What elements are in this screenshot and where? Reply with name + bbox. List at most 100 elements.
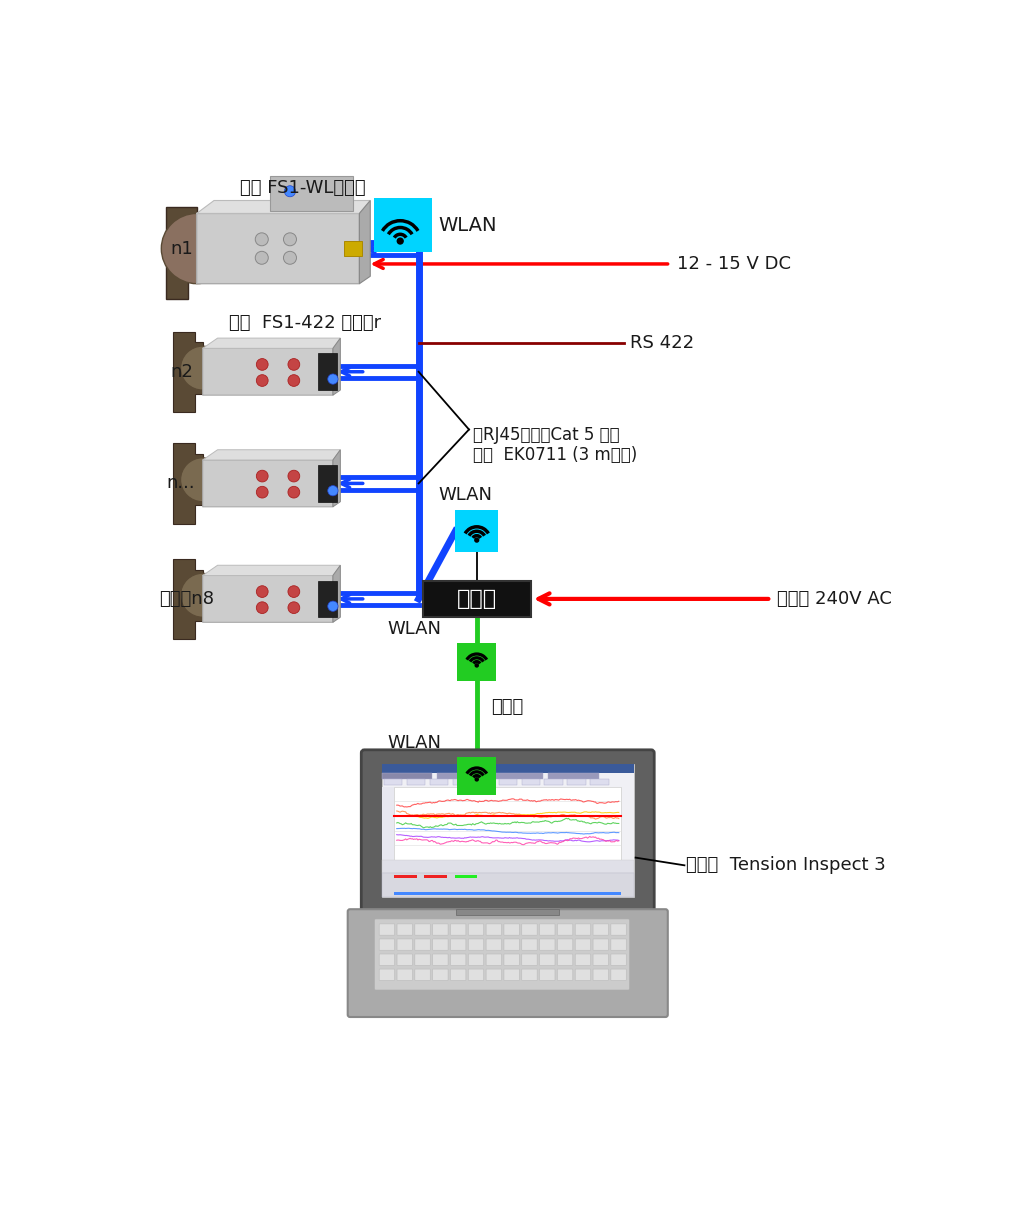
Text: WLAN: WLAN xyxy=(438,486,492,504)
Circle shape xyxy=(255,233,268,246)
Circle shape xyxy=(256,487,268,498)
Text: 最多：n8: 最多：n8 xyxy=(159,590,214,607)
FancyBboxPatch shape xyxy=(430,780,449,784)
FancyBboxPatch shape xyxy=(361,750,654,913)
Polygon shape xyxy=(173,559,203,639)
FancyBboxPatch shape xyxy=(540,939,555,951)
FancyBboxPatch shape xyxy=(394,787,622,860)
FancyBboxPatch shape xyxy=(451,924,466,935)
Circle shape xyxy=(180,458,225,501)
Polygon shape xyxy=(333,449,340,507)
FancyBboxPatch shape xyxy=(270,176,353,211)
FancyBboxPatch shape xyxy=(540,924,555,935)
FancyBboxPatch shape xyxy=(468,954,483,965)
FancyBboxPatch shape xyxy=(397,939,413,951)
FancyBboxPatch shape xyxy=(590,780,608,784)
Text: RS 422: RS 422 xyxy=(630,334,694,352)
Circle shape xyxy=(288,487,300,498)
FancyBboxPatch shape xyxy=(407,780,425,784)
FancyBboxPatch shape xyxy=(458,642,496,681)
FancyBboxPatch shape xyxy=(425,875,447,878)
Circle shape xyxy=(162,213,232,283)
FancyBboxPatch shape xyxy=(468,924,483,935)
Circle shape xyxy=(288,601,300,613)
FancyBboxPatch shape xyxy=(545,780,563,784)
FancyBboxPatch shape xyxy=(540,954,555,965)
Polygon shape xyxy=(203,339,340,348)
Circle shape xyxy=(475,664,478,666)
FancyBboxPatch shape xyxy=(433,954,449,965)
Circle shape xyxy=(256,586,268,598)
FancyBboxPatch shape xyxy=(382,772,432,778)
FancyBboxPatch shape xyxy=(611,924,627,935)
Text: 12 - 15 V DC: 12 - 15 V DC xyxy=(677,255,791,274)
FancyBboxPatch shape xyxy=(611,939,627,951)
Polygon shape xyxy=(173,443,203,524)
FancyBboxPatch shape xyxy=(203,576,333,622)
FancyBboxPatch shape xyxy=(475,780,494,784)
Circle shape xyxy=(288,586,300,598)
FancyBboxPatch shape xyxy=(575,969,591,981)
Polygon shape xyxy=(203,565,340,576)
Circle shape xyxy=(328,601,338,611)
Text: 带RJ45接头的Cat 5 电缆: 带RJ45接头的Cat 5 电缆 xyxy=(473,425,620,443)
FancyBboxPatch shape xyxy=(394,892,622,895)
FancyBboxPatch shape xyxy=(382,787,394,860)
FancyBboxPatch shape xyxy=(486,924,502,935)
FancyBboxPatch shape xyxy=(593,939,608,951)
Text: 或网线: 或网线 xyxy=(490,698,523,716)
FancyBboxPatch shape xyxy=(433,939,449,951)
Circle shape xyxy=(285,186,296,196)
FancyBboxPatch shape xyxy=(540,969,555,981)
FancyBboxPatch shape xyxy=(548,772,599,778)
FancyBboxPatch shape xyxy=(379,939,394,951)
FancyBboxPatch shape xyxy=(522,939,538,951)
FancyBboxPatch shape xyxy=(504,969,519,981)
FancyBboxPatch shape xyxy=(453,780,471,784)
FancyBboxPatch shape xyxy=(521,780,540,784)
FancyBboxPatch shape xyxy=(575,954,591,965)
FancyBboxPatch shape xyxy=(611,954,627,965)
FancyBboxPatch shape xyxy=(397,969,413,981)
Text: 如：  EK0711 (3 m电缆): 如： EK0711 (3 m电缆) xyxy=(473,446,637,464)
FancyBboxPatch shape xyxy=(499,780,517,784)
Text: 电源： 240V AC: 电源： 240V AC xyxy=(777,590,892,607)
FancyBboxPatch shape xyxy=(456,910,559,916)
FancyBboxPatch shape xyxy=(344,241,361,255)
Text: 如：  FS1-422 传感器r: 如： FS1-422 传感器r xyxy=(228,315,381,333)
FancyBboxPatch shape xyxy=(318,465,337,501)
FancyBboxPatch shape xyxy=(504,939,519,951)
FancyBboxPatch shape xyxy=(433,924,449,935)
Circle shape xyxy=(256,375,268,387)
FancyBboxPatch shape xyxy=(557,924,572,935)
FancyBboxPatch shape xyxy=(203,348,333,395)
FancyBboxPatch shape xyxy=(567,780,586,784)
Text: WLAN: WLAN xyxy=(438,216,497,235)
Polygon shape xyxy=(333,565,340,622)
Text: n2: n2 xyxy=(171,363,194,381)
FancyBboxPatch shape xyxy=(493,772,543,778)
FancyBboxPatch shape xyxy=(318,581,337,617)
Text: 如： FS1-WL传感器: 如： FS1-WL传感器 xyxy=(241,180,366,198)
FancyBboxPatch shape xyxy=(415,954,430,965)
FancyBboxPatch shape xyxy=(197,213,359,283)
FancyBboxPatch shape xyxy=(415,969,430,981)
FancyBboxPatch shape xyxy=(397,924,413,935)
Polygon shape xyxy=(197,200,371,213)
Polygon shape xyxy=(333,339,340,395)
FancyBboxPatch shape xyxy=(486,939,502,951)
FancyBboxPatch shape xyxy=(611,969,627,981)
FancyBboxPatch shape xyxy=(575,939,591,951)
Circle shape xyxy=(284,233,297,246)
FancyBboxPatch shape xyxy=(451,939,466,951)
FancyBboxPatch shape xyxy=(379,969,394,981)
FancyBboxPatch shape xyxy=(382,860,634,874)
FancyBboxPatch shape xyxy=(379,924,394,935)
FancyBboxPatch shape xyxy=(593,954,608,965)
Circle shape xyxy=(328,374,338,384)
Text: 接收器: 接收器 xyxy=(457,589,497,609)
Polygon shape xyxy=(166,207,197,299)
FancyBboxPatch shape xyxy=(375,919,630,991)
FancyBboxPatch shape xyxy=(433,969,449,981)
Circle shape xyxy=(288,470,300,482)
